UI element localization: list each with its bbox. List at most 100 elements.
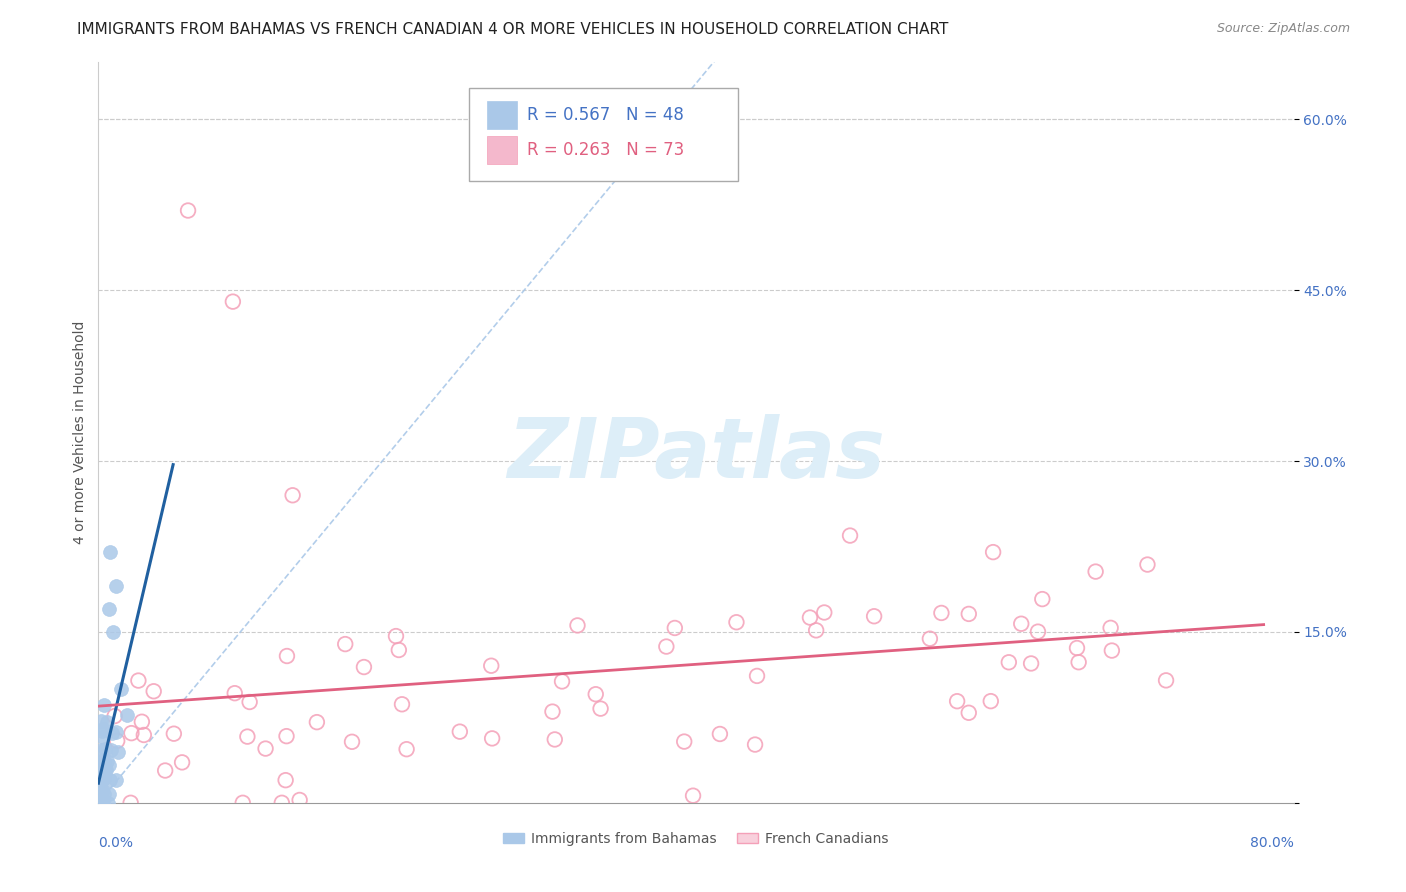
Point: [98, 545, 122, 559]
Point: [664, 621, 686, 635]
Point: [931, 606, 953, 620]
Point: [89, 766, 111, 780]
Point: [682, 789, 704, 803]
FancyBboxPatch shape: [470, 88, 738, 181]
Point: [957, 706, 980, 720]
Point: [1101, 643, 1123, 657]
Point: [1136, 558, 1159, 572]
Point: [1010, 616, 1032, 631]
Point: [93, 756, 115, 770]
Point: [132, 728, 155, 742]
Point: [97, 796, 120, 810]
Point: [87, 796, 110, 810]
Point: [1084, 565, 1107, 579]
Point: [1154, 673, 1177, 688]
Point: [96, 764, 118, 778]
Point: [395, 742, 418, 756]
Point: [839, 528, 862, 542]
Point: [276, 729, 298, 743]
Point: [115, 707, 138, 722]
Point: [673, 734, 696, 748]
Point: [281, 488, 304, 502]
Point: [127, 673, 149, 688]
Point: [804, 624, 827, 638]
Point: [91, 770, 114, 784]
Point: [918, 632, 941, 646]
Point: [744, 738, 766, 752]
Point: [96, 714, 118, 729]
Point: [90, 757, 112, 772]
Point: [274, 773, 297, 788]
Point: [946, 694, 969, 708]
Point: [93, 756, 115, 771]
Point: [340, 735, 363, 749]
Point: [388, 643, 411, 657]
Point: [270, 796, 292, 810]
Point: [100, 742, 122, 756]
Point: [725, 615, 748, 630]
Point: [91, 770, 114, 784]
Point: [89, 772, 111, 787]
Legend: Immigrants from Bahamas, French Canadians: Immigrants from Bahamas, French Canadian…: [498, 826, 894, 851]
Point: [276, 648, 298, 663]
Point: [120, 796, 142, 810]
Point: [305, 715, 328, 730]
Point: [980, 694, 1002, 708]
Point: [799, 610, 821, 624]
Point: [172, 756, 194, 770]
Point: [91, 753, 114, 767]
Point: [1099, 621, 1122, 635]
Point: [105, 734, 128, 748]
Point: [91, 772, 114, 786]
Text: IMMIGRANTS FROM BAHAMAS VS FRENCH CANADIAN 4 OR MORE VEHICLES IN HOUSEHOLD CORRE: IMMIGRANTS FROM BAHAMAS VS FRENCH CANADI…: [77, 22, 949, 37]
Point: [709, 727, 731, 741]
Point: [94, 742, 117, 756]
Point: [120, 726, 142, 740]
Point: [863, 609, 886, 624]
Point: [91, 731, 114, 745]
Point: [288, 793, 311, 807]
Point: [224, 686, 246, 700]
Point: [385, 629, 408, 643]
Y-axis label: 4 or more Vehicles in Household: 4 or more Vehicles in Household: [73, 321, 87, 544]
Point: [236, 730, 259, 744]
Point: [107, 746, 129, 760]
Point: [90, 743, 112, 757]
Point: [97, 602, 120, 616]
Point: [93, 787, 115, 801]
Point: [110, 681, 132, 696]
Point: [153, 764, 176, 778]
Point: [98, 772, 121, 787]
Point: [1026, 624, 1049, 639]
Point: [232, 796, 254, 810]
Text: 0.0%: 0.0%: [98, 836, 134, 850]
Point: [222, 294, 245, 309]
Point: [90, 796, 112, 810]
Point: [239, 695, 262, 709]
Point: [103, 624, 125, 639]
Point: [551, 674, 574, 689]
Point: [105, 724, 128, 739]
Point: [1067, 655, 1090, 669]
Point: [353, 660, 375, 674]
Point: [449, 724, 471, 739]
Point: [93, 771, 115, 785]
Point: [745, 669, 768, 683]
Point: [104, 709, 127, 723]
FancyBboxPatch shape: [486, 101, 517, 129]
Point: [94, 763, 117, 777]
Text: R = 0.567   N = 48: R = 0.567 N = 48: [527, 106, 685, 124]
Point: [481, 731, 503, 746]
Point: [96, 754, 118, 768]
Text: ZIPatlas: ZIPatlas: [508, 414, 884, 495]
Point: [101, 726, 124, 740]
Point: [97, 787, 120, 801]
Point: [105, 579, 128, 593]
Point: [93, 723, 115, 737]
Point: [177, 203, 200, 218]
Point: [90, 793, 112, 807]
Text: Source: ZipAtlas.com: Source: ZipAtlas.com: [1216, 22, 1350, 36]
Point: [567, 618, 589, 632]
Point: [1031, 592, 1053, 607]
Point: [105, 772, 128, 787]
